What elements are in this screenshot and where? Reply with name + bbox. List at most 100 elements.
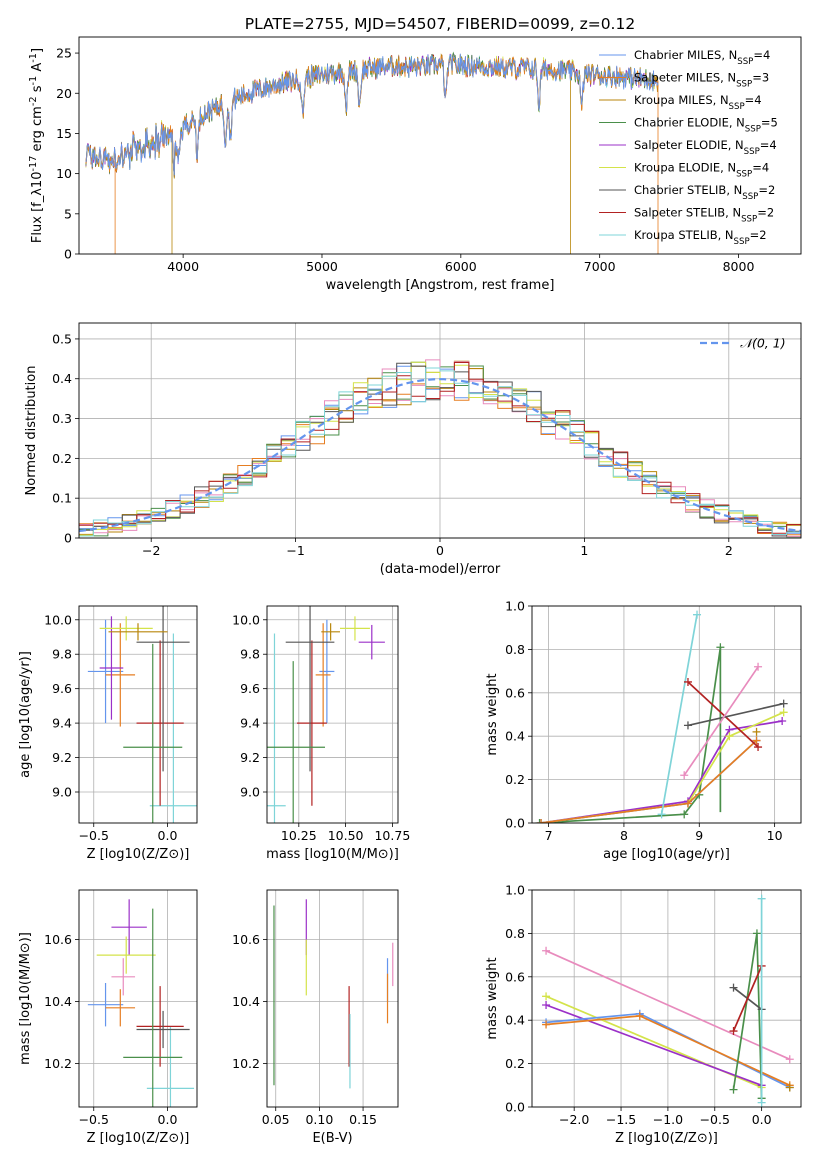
x-tick-label: 4000 xyxy=(167,259,199,274)
y-tick-label: 0.8 xyxy=(505,642,525,657)
x-tick-label: 0.0 xyxy=(158,828,178,843)
x-axis-label: E(B-V) xyxy=(312,1131,352,1146)
x-tick-label: 0.05 xyxy=(262,1112,290,1127)
legend-entry: Kroupa ELODIE, NSSP=4 xyxy=(634,161,769,180)
weight-series-line xyxy=(683,666,759,776)
weight-point-marker xyxy=(778,717,787,726)
spectrum-lines xyxy=(85,51,659,254)
y-tick-label: 10.0 xyxy=(44,612,72,627)
mass-vs-metallicity-panel: −0.5 0.0 10.2 10.4 10.6 Z [log10(Z/Z⊙)] mass [… xyxy=(18,889,198,1146)
y-tick-label: 0.4 xyxy=(52,371,72,386)
x-tick-label: −1.0 xyxy=(653,1112,683,1127)
weight-point-marker xyxy=(535,819,544,823)
weight-point-marker xyxy=(683,721,692,730)
errorbars xyxy=(267,606,385,823)
x-tick-label: −1 xyxy=(286,543,304,558)
weight-point-marker xyxy=(680,771,689,780)
spectrum-series-line xyxy=(85,53,659,176)
y-tick-label: 0.5 xyxy=(52,331,72,346)
weight-point-marker xyxy=(754,743,763,752)
y-tick-label: 0.1 xyxy=(52,491,72,506)
y-tick-label: 0.0 xyxy=(505,816,525,831)
x-tick-label: −0.5 xyxy=(700,1112,730,1127)
y-tick-label: 15 xyxy=(56,126,72,141)
x-tick-label: −2.0 xyxy=(559,1112,589,1127)
x-tick-label: −0.5 xyxy=(79,828,109,843)
x-tick-label: −0.5 xyxy=(79,1112,109,1127)
weight-point-marker xyxy=(729,1027,738,1036)
axes-frame xyxy=(78,322,802,539)
y-axis-label: mass [log10(M/M⊙)] xyxy=(18,932,33,1065)
y-tick-label: 25 xyxy=(56,46,72,61)
y-tick-label: 0.2 xyxy=(505,1056,525,1071)
legend-entry: Kroupa MILES, NSSP=4 xyxy=(634,93,762,112)
weight-point-marker xyxy=(779,708,788,717)
weight-point-marker xyxy=(725,732,734,741)
x-tick-label: 8000 xyxy=(723,259,755,274)
y-tick-label: 9.6 xyxy=(52,681,72,696)
x-tick-label: −2 xyxy=(142,543,160,558)
y-tick-label: 10.6 xyxy=(44,932,72,947)
x-tick-label: 10.75 xyxy=(374,828,410,843)
y-axis-label: age [log10(age/yr)] xyxy=(18,651,33,778)
y-tick-label: 9.4 xyxy=(52,716,72,731)
y-tick-label: 0.8 xyxy=(505,926,525,941)
weight-series-line xyxy=(545,950,791,1061)
legend-entry: Salpeter MILES, NSSP=3 xyxy=(634,71,769,90)
legend-entry: Kroupa STELIB, NSSP=2 xyxy=(634,228,767,247)
weight-point-marker xyxy=(657,810,666,819)
residual-legend: 𝒩(0, 1) xyxy=(700,336,786,351)
weight-point-marker xyxy=(754,662,763,671)
age-vs-metallicity-panel: −0.5 0.0 9.0 9.2 9.4 9.6 9.8 10.0 Z [log10(Z/Z⊙)… xyxy=(18,605,198,862)
x-tick-label: 0.15 xyxy=(349,1112,377,1127)
x-tick-label: 10.50 xyxy=(328,828,364,843)
axes-frame xyxy=(78,889,198,1108)
legend-entry: Chabrier STELIB, NSSP=2 xyxy=(634,183,775,202)
x-tick-label: 9 xyxy=(695,828,703,843)
legend-entry: Chabrier MILES, NSSP=4 xyxy=(634,48,770,67)
legend-entry: Chabrier ELODIE, NSSP=5 xyxy=(634,116,778,135)
x-tick-label: 7000 xyxy=(584,259,616,274)
x-tick-label: 0 xyxy=(436,543,444,558)
x-axis-label: mass [log10(M/M⊙)] xyxy=(266,847,399,862)
weight-series-line xyxy=(687,681,759,748)
weight-point-marker xyxy=(779,699,788,708)
figure-title: PLATE=2755, MJD=54507, FIBERID=0099, z=0… xyxy=(245,15,635,33)
spectrum-panel: 4000 5000 6000 7000 8000 0 5 10 15 20 25 wavelength… xyxy=(28,36,802,293)
mass-vs-ebv-panel: 0.05 0.10 0.15 10.2 10.4 10.6 E(B-V) xyxy=(232,889,399,1146)
x-tick-label: 8 xyxy=(620,828,628,843)
y-tick-label: 5 xyxy=(64,206,72,221)
weight-point-marker xyxy=(752,736,761,745)
x-tick-label: 0.0 xyxy=(752,1112,772,1127)
x-tick-label: 0.0 xyxy=(158,1112,178,1127)
weight-point-marker xyxy=(635,1011,644,1020)
weight-series-line xyxy=(687,702,784,727)
y-tick-label: 10.6 xyxy=(232,932,260,947)
y-tick-label: 0.3 xyxy=(52,411,72,426)
y-tick-label: 9.0 xyxy=(240,785,260,800)
x-tick-label: 2 xyxy=(725,543,733,558)
x-axis-label: age [log10(age/yr)] xyxy=(603,847,730,862)
weight-vs-age-panel: 7 8 9 10 0.0 0.2 0.4 0.6 0.8 1.0 age [log10(age/yr… xyxy=(485,599,802,862)
weight-series-line xyxy=(732,965,763,1032)
errorbars xyxy=(87,606,197,823)
y-tick-label: 20 xyxy=(56,86,72,101)
legend-entry: 𝒩(0, 1) xyxy=(740,336,786,351)
x-tick-label: 7 xyxy=(545,828,553,843)
weight-point-marker xyxy=(542,1001,551,1010)
y-tick-label: 0 xyxy=(64,531,72,546)
y-tick-label: 0.2 xyxy=(505,772,525,787)
y-tick-label: 10.0 xyxy=(232,612,260,627)
y-tick-label: 9.8 xyxy=(52,647,72,662)
weight-point-marker xyxy=(752,727,761,736)
x-tick-label: 6000 xyxy=(445,259,477,274)
weight-point-marker xyxy=(752,929,761,938)
weight-point-marker xyxy=(729,1085,738,1094)
y-axis-label: mass weight xyxy=(485,673,500,755)
histogram-series xyxy=(79,367,801,538)
weight-point-marker xyxy=(683,799,692,808)
x-axis-label: Z [log10(Z/Z⊙)] xyxy=(87,847,190,862)
axes-frame xyxy=(531,605,802,824)
x-tick-label: 10 xyxy=(767,828,783,843)
